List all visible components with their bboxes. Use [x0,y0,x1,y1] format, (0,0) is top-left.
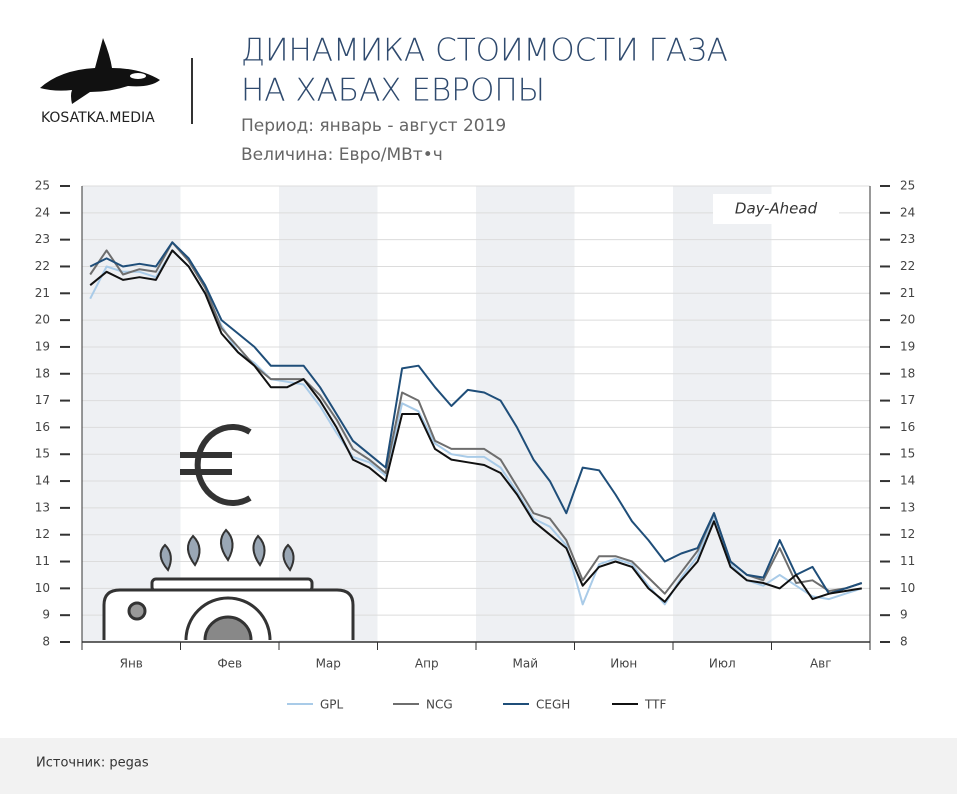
y2-tick-label: 19 [900,339,915,353]
x-tick-label: Июл [709,657,736,671]
y2-tick-label: 20 [900,313,915,327]
y2-tick-label: 15 [900,447,915,461]
y-tick-label: 14 [35,474,50,488]
logo [40,38,160,104]
euro-icon [180,424,252,506]
y-tick-label: 12 [35,527,50,541]
y2-tick-label: 12 [900,527,915,541]
y-tick-label: 19 [35,339,50,353]
legend-label: CEGH [536,698,570,712]
y2-tick-label: 23 [900,232,915,246]
y2-tick-label: 24 [900,205,915,219]
y2-tick-label: 18 [900,366,915,380]
annotation-box [713,194,839,224]
month-band [476,186,575,642]
y2-tick-label: 10 [900,581,915,595]
subtitle: Величина: Евро/МВт•ч [241,145,443,165]
y-tick-label: 13 [35,500,50,514]
y-tick-label: 16 [35,420,50,434]
legend-label: NCG [426,698,453,712]
source: Источник: pegas [36,756,149,771]
y-tick-label: 18 [35,366,50,380]
y2-tick-label: 14 [900,474,915,488]
y-tick-label: 25 [35,179,50,193]
x-tick-label: Апр [415,657,439,671]
y2-tick-label: 16 [900,420,915,434]
y-tick-label: 23 [35,232,50,246]
y2-tick-label: 13 [900,500,915,514]
y-tick-label: 24 [35,205,50,219]
subtitle: Период: январь - август 2019 [241,116,506,136]
y-tick-label: 17 [35,393,50,407]
legend-label: GPL [320,698,344,712]
y-tick-label: 20 [35,313,50,327]
brand: KOSATKA.MEDIA [41,110,155,126]
y-tick-label: 10 [35,581,50,595]
x-tick-label: Мар [316,657,341,671]
y2-tick-label: 9 [900,608,908,622]
y-tick-label: 15 [35,447,50,461]
x-tick-label: Май [512,657,538,671]
footer [0,738,957,794]
x-tick-label: Июн [610,657,637,671]
y2-tick-label: 17 [900,393,915,407]
y-tick-label: 21 [35,286,50,300]
x-tick-label: Фев [217,657,242,671]
chart-title: НА ХАБАХ ЕВРОПЫ [241,73,545,109]
chart-title: ДИНАМИКА СТОИМОСТИ ГАЗА [241,33,728,69]
annotation: Day-Ahead [735,200,818,218]
y2-tick-label: 25 [900,179,915,193]
y-tick-label: 22 [35,259,50,273]
y-tick-label: 9 [42,608,50,622]
x-tick-label: Авг [810,657,832,671]
stove-icon [102,528,355,641]
legend-label: TTF [644,698,666,712]
y-tick-label: 11 [35,554,50,568]
series-line [89,241,863,595]
y2-tick-label: 8 [900,635,908,649]
y2-tick-label: 21 [900,286,915,300]
y2-tick-label: 22 [900,259,915,273]
x-tick-label: Янв [120,657,143,671]
series-line [89,249,862,603]
y2-tick-label: 11 [900,554,915,568]
y-tick-label: 8 [42,635,50,649]
